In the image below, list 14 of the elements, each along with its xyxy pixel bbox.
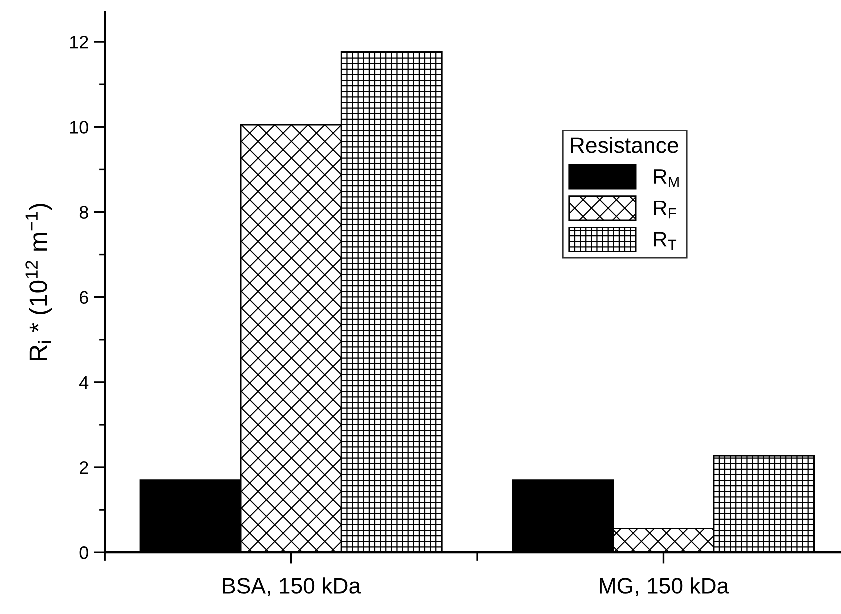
legend-label: R$_{M}$ — [654, 170, 679, 188]
y-tick-label: 4 — [80, 376, 89, 389]
y-tick-label: 10 — [70, 121, 88, 134]
x-tick-label: BSA, 150 kDa — [223, 578, 362, 597]
y-tick-label: 2 — [80, 461, 88, 474]
x-tick-label: MG, 150 kDa — [600, 578, 730, 597]
legend-title: Resistance — [571, 137, 678, 154]
y-tick-label: 12 — [70, 36, 88, 49]
y-tick-label: 8 — [80, 206, 88, 219]
y-tick-label: 0 — [80, 546, 88, 560]
y-tick-label: 6 — [80, 291, 88, 304]
legend-label: R$_{T}$ — [654, 232, 677, 250]
y-axis-title: R$_{i}$ * (10$^{12}$ m$^{−1}$) — [26, 204, 52, 360]
legend-label: R$_{F}$ — [654, 200, 676, 219]
